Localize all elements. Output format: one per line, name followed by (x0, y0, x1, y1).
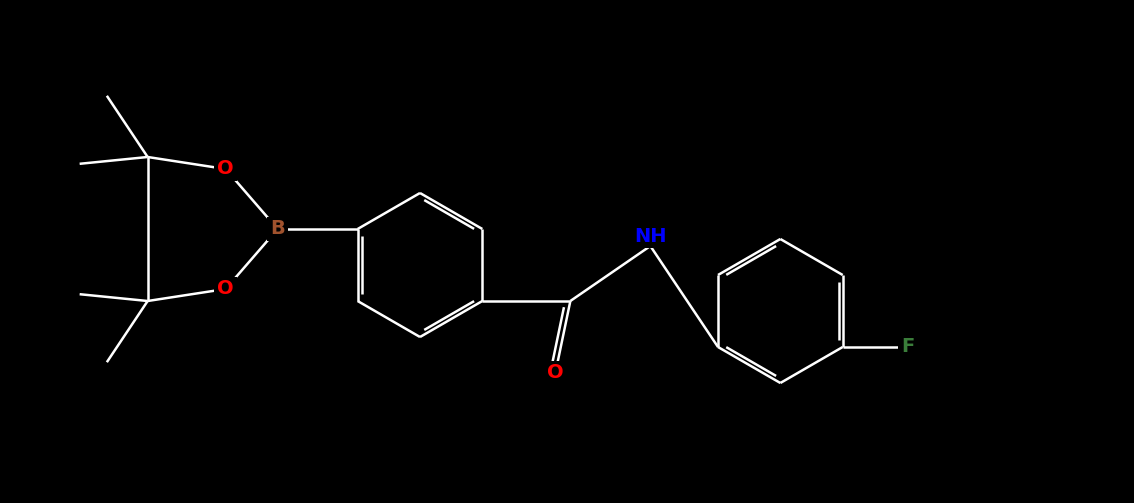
Text: B: B (270, 219, 285, 238)
Text: NH: NH (634, 226, 667, 245)
Text: F: F (902, 338, 914, 357)
Text: O: O (218, 280, 234, 298)
Text: O: O (547, 364, 564, 382)
Text: O: O (218, 159, 234, 179)
